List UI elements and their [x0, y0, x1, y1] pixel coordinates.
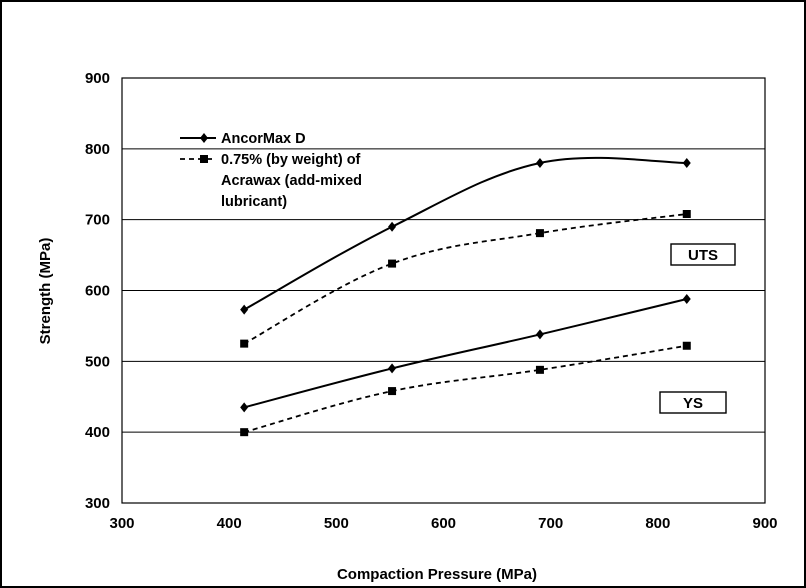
- grid: [122, 148, 765, 433]
- legend-label: Acrawax (add-mixed: [221, 173, 362, 189]
- data-point: [682, 294, 691, 304]
- data-point: [388, 387, 397, 396]
- data-point: [682, 210, 691, 218]
- series-line: [243, 298, 688, 409]
- data-point: [240, 402, 249, 413]
- x-axis-label: Compaction Pressure (MPa): [337, 566, 537, 583]
- x-axis: 300 400 500 600 700 800 900: [109, 515, 777, 532]
- series-line: [243, 344, 687, 434]
- series-uts-ancormax: [240, 156, 691, 315]
- annotations: UTS YS: [659, 243, 736, 414]
- data-point: [240, 304, 249, 315]
- data-point: [682, 341, 691, 350]
- legend-label: 0.75% (by weight) of: [221, 152, 361, 168]
- x-tick-label: 500: [324, 515, 349, 532]
- x-tick-label: 400: [217, 515, 242, 532]
- x-tick-label: 300: [109, 515, 134, 532]
- legend-marker: [200, 133, 208, 143]
- y-axis: 300 400 500 600 700 800 900: [85, 70, 110, 512]
- data-point: [388, 221, 397, 232]
- y-tick-label: 700: [85, 212, 110, 229]
- series-uts-acrawax: [240, 210, 691, 348]
- y-axis-label: Strength (MPa): [37, 238, 54, 345]
- legend-label: AncorMax D: [221, 131, 306, 147]
- plot-area: [121, 77, 766, 504]
- x-tick-label: 600: [431, 515, 456, 532]
- series-layer: [240, 156, 691, 437]
- series-ys-acrawax: [240, 341, 691, 437]
- data-point: [535, 229, 544, 238]
- data-point: [682, 158, 691, 168]
- data-point: [535, 365, 544, 374]
- annotation-label: UTS: [688, 247, 718, 264]
- annotation-box: [670, 243, 736, 266]
- x-tick-label: 900: [752, 515, 777, 532]
- annotation-label: YS: [683, 395, 703, 412]
- annotation-box: [659, 391, 727, 414]
- y-tick-label: 800: [85, 141, 110, 158]
- y-tick-label: 400: [85, 424, 110, 441]
- y-tick-label: 900: [85, 70, 110, 87]
- legend-marker: [200, 155, 208, 163]
- y-tick-label: 300: [85, 495, 110, 512]
- legend: AncorMax D 0.75% (by weight) of Acrawax (a…: [180, 131, 362, 210]
- data-point: [240, 428, 249, 437]
- legend-label: lubricant): [221, 194, 287, 210]
- data-point: [388, 259, 397, 268]
- series-ys-ancormax: [240, 294, 691, 413]
- data-point: [535, 329, 544, 340]
- data-point: [388, 363, 397, 374]
- x-tick-label: 800: [645, 515, 670, 532]
- y-tick-label: 500: [85, 353, 110, 370]
- x-tick-label: 700: [538, 515, 563, 532]
- series-line: [243, 156, 687, 311]
- data-point: [535, 158, 544, 168]
- data-point: [240, 339, 249, 348]
- y-tick-label: 600: [85, 283, 110, 300]
